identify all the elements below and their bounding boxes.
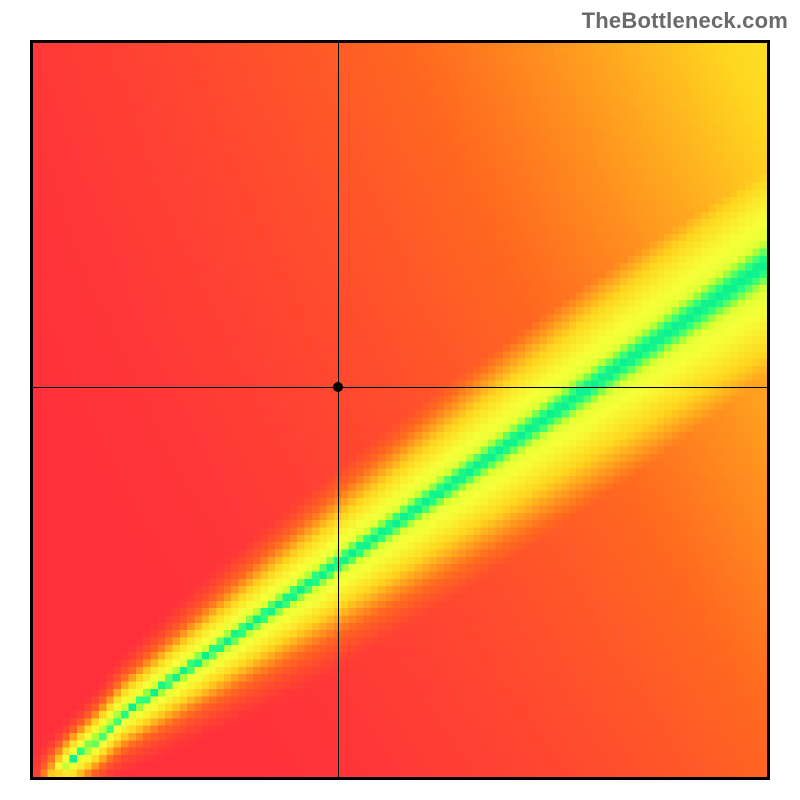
heatmap-canvas [33, 43, 767, 777]
heatmap-plot [30, 40, 770, 780]
watermark-text: TheBottleneck.com [582, 8, 788, 34]
chart-container: TheBottleneck.com [0, 0, 800, 800]
